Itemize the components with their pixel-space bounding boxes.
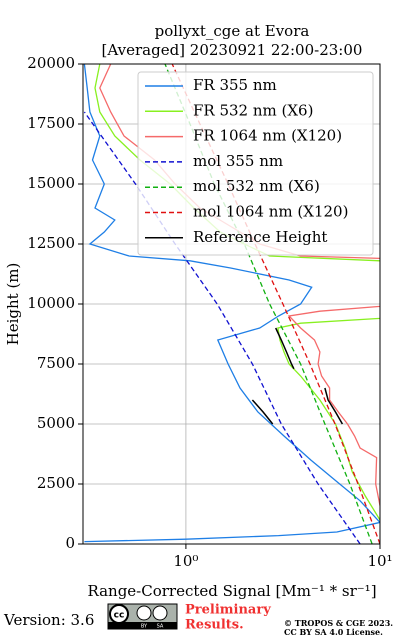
version: Version: 3.6 [3,611,94,629]
y-tick-label: 15000 [27,174,75,192]
copyright-line: CC BY SA 4.0 License. [284,627,383,637]
legend-label: mol 532 nm (X6) [193,177,320,195]
legend-label: FR 1064 nm (X120) [193,127,342,145]
plot-frame [82,63,381,545]
sa-icon [152,605,168,621]
y-tick-label: 12500 [27,234,75,252]
legend-label: FR 355 nm [193,76,277,94]
profile-line [83,64,380,543]
copyright-line: © TROPOS & CGE 2023. [284,618,393,628]
cc-circle [109,604,129,624]
y-tick-label: 10000 [27,294,75,312]
legend-label: mol 355 nm [193,152,283,170]
grid: 0 2500 5000 7500 10000 12500 15000 17500 20000 10… [27,54,392,570]
chart-subtitle: [Averaged] 20230921 22:00-23:00 [102,41,363,59]
y-tick-label: 17500 [27,114,75,132]
y-tick-label: 0 [65,534,75,552]
y-tick-label: 5000 [37,414,75,432]
cc-text: cc [114,611,125,621]
y-tick-label: 20000 [27,54,75,72]
profile-line [251,327,344,425]
preliminary-line: Results. [185,618,244,633]
legend-label: FR 532 nm (X6) [193,101,313,119]
x-axis-label: Range-Corrected Signal [Mm⁻¹ * sr⁻¹] [87,582,376,600]
footer: Version: 3.6 cc BY SA Preliminary Result… [3,603,393,638]
preliminary-line: Preliminary [185,603,271,618]
legend-label: mol 1064 nm (X120) [193,203,348,221]
chart-title: pollyxt_cge at Evora [155,22,310,40]
legend-label: Reference Height [193,228,327,246]
y-tick-label: 7500 [37,354,75,372]
legend-box [137,71,374,256]
by-text: BY [141,624,148,630]
legend: FR 355 nm FR 532 nm (X6) FR 1064 nm (X120)… [137,71,374,256]
license-badge-strip [108,622,177,629]
sa-text: SA [157,624,164,630]
y-axis-label: Height (m) [4,263,22,346]
x-tick-label: 10¹ [367,552,392,570]
x-tick-label: 10⁰ [173,552,198,570]
y-tick-label: 2500 [37,474,75,492]
by-icon [136,605,152,621]
